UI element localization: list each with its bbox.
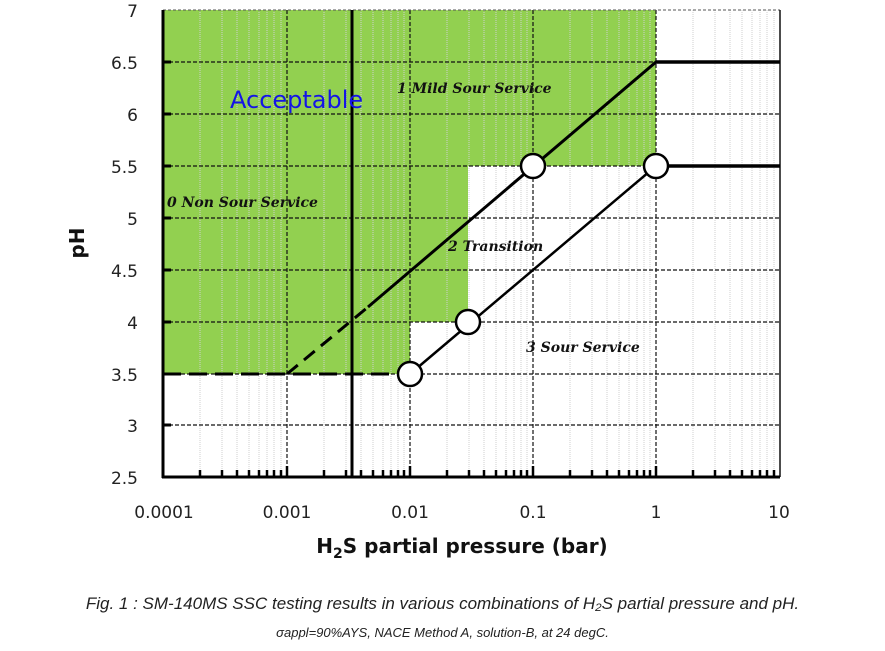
test-point-marker xyxy=(642,152,670,180)
test-point-marker xyxy=(454,308,482,336)
y-tick-label: 5.5 xyxy=(111,158,138,178)
boundary-1-dashed xyxy=(286,305,369,376)
y-tick-label: 4.5 xyxy=(111,262,138,282)
y-tick-label: 5 xyxy=(127,210,138,230)
test-point-marker xyxy=(519,152,547,180)
x-axis-ticks xyxy=(198,466,776,477)
y-axis-title: pH xyxy=(65,227,89,258)
acceptable-label: Acceptable xyxy=(230,86,363,114)
y-tick-label: 6.5 xyxy=(111,54,138,74)
region-3-label: 3 Sour Service xyxy=(526,340,640,356)
figure-subcaption: σappl=90%AYS, NACE Method A, solution-B,… xyxy=(276,625,609,640)
x-tick-label: 10 xyxy=(768,503,790,523)
test-point-marker xyxy=(396,360,424,388)
region-2-label: 2 Transition xyxy=(447,239,543,255)
x-tick-label: 1 xyxy=(651,503,662,523)
x-tick-label: 0.0001 xyxy=(134,503,193,523)
test-point-markers xyxy=(396,152,670,388)
y-tick-label: 4 xyxy=(127,314,138,334)
y-tick-label: 3.5 xyxy=(111,366,138,386)
figure-caption: Fig. 1 : SM-140MS SSC testing results in… xyxy=(85,594,800,613)
y-tick-labels: 7 6.5 6 5.5 5 4.5 4 3.5 3 2.5 xyxy=(111,2,138,489)
ph-vs-h2s-chart: Acceptable 0 Non Sour Service 1 Mild Sou… xyxy=(65,2,790,562)
y-tick-label: 7 xyxy=(127,2,138,22)
x-tick-label: 0.001 xyxy=(263,503,312,523)
x-tick-labels: 0.0001 0.001 0.01 0.1 1 10 xyxy=(134,503,790,523)
x-tick-label: 0.1 xyxy=(519,503,546,523)
y-tick-label: 3 xyxy=(127,417,138,437)
region-0-label: 0 Non Sour Service xyxy=(167,195,318,211)
y-tick-label: 6 xyxy=(127,106,138,126)
x-tick-label: 0.01 xyxy=(391,503,429,523)
x-axis-title: H2S partial pressure (bar) xyxy=(316,534,607,562)
y-tick-label: 2.5 xyxy=(111,469,138,489)
region-1-label: 1 Mild Sour Service xyxy=(397,81,552,97)
